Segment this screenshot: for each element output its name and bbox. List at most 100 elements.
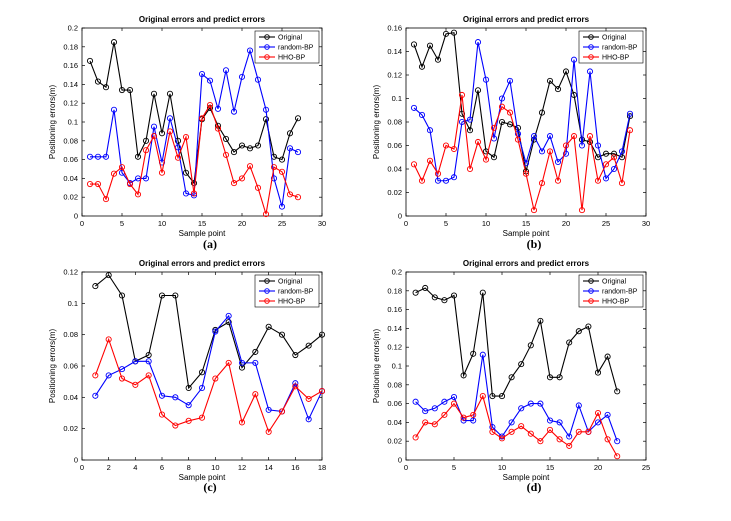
data-point xyxy=(238,419,246,426)
data-point xyxy=(604,411,611,418)
data-point xyxy=(441,297,448,304)
data-point xyxy=(489,428,496,435)
data-point xyxy=(466,165,474,173)
data-point xyxy=(489,393,496,400)
data-point xyxy=(198,414,206,421)
data-point xyxy=(254,184,262,191)
x-tick-label: 10 xyxy=(482,219,490,228)
y-tick-label: 0.12 xyxy=(387,71,402,80)
legend: Original random-BP HHO-BP xyxy=(578,274,644,308)
y-axis-label: Positioning errors(m) xyxy=(372,329,381,404)
data-point xyxy=(482,156,490,163)
data-point xyxy=(422,408,429,415)
x-tick-label: 5 xyxy=(120,219,124,228)
data-point xyxy=(546,417,554,424)
data-point xyxy=(105,336,112,343)
data-point xyxy=(294,149,302,156)
data-point xyxy=(450,292,458,299)
data-point xyxy=(94,180,102,188)
data-point xyxy=(278,156,286,163)
data-point xyxy=(479,351,486,358)
data-point xyxy=(626,110,634,117)
x-tick-label: 2 xyxy=(107,463,111,472)
x-axis-label: Sample point xyxy=(503,473,550,482)
data-point xyxy=(198,369,206,376)
data-point xyxy=(474,138,482,146)
data-point xyxy=(566,339,573,346)
data-point xyxy=(546,133,554,140)
data-point xyxy=(246,47,254,54)
data-point xyxy=(305,342,312,349)
data-point xyxy=(86,57,94,64)
data-point xyxy=(422,419,429,426)
legend-entry: random-BP xyxy=(278,45,314,52)
data-point xyxy=(118,375,126,382)
legend-swatch-marker xyxy=(588,298,594,304)
data-point xyxy=(537,317,544,324)
y-tick-label: 0 xyxy=(398,212,402,221)
x-tick-label: 15 xyxy=(198,219,206,228)
data-point xyxy=(118,366,126,373)
data-point xyxy=(265,406,272,413)
data-point xyxy=(206,102,214,109)
data-point xyxy=(110,39,118,46)
data-point xyxy=(214,125,222,132)
data-point xyxy=(134,191,142,198)
legend-swatch-marker xyxy=(264,288,270,294)
y-axis-label: Positioning errors(m) xyxy=(372,85,381,160)
data-point xyxy=(498,95,506,102)
data-point xyxy=(466,116,474,123)
y-tick-label: 0.16 xyxy=(387,305,402,314)
data-point xyxy=(305,416,312,423)
y-tick-label: 0.04 xyxy=(387,165,402,174)
data-point xyxy=(586,133,594,140)
y-tick-label: 0.18 xyxy=(63,42,78,51)
x-tick-label: 10 xyxy=(158,219,166,228)
data-point xyxy=(198,384,206,391)
data-point xyxy=(118,292,126,299)
data-point xyxy=(618,180,626,187)
data-point xyxy=(150,123,158,130)
data-point xyxy=(556,374,563,381)
data-point xyxy=(626,113,634,120)
data-point xyxy=(554,177,562,184)
x-tick-label: 0 xyxy=(404,219,408,228)
x-tick-label: 16 xyxy=(291,463,299,472)
legend-swatch-marker xyxy=(264,54,270,60)
series-HHO-BP xyxy=(92,336,326,435)
data-point xyxy=(174,154,182,161)
data-point xyxy=(506,109,514,116)
data-point xyxy=(506,121,514,128)
series-Original xyxy=(412,284,621,400)
data-point xyxy=(246,163,254,170)
y-tick-label: 0.02 xyxy=(63,424,78,433)
data-point xyxy=(508,419,515,426)
y-tick-label: 0.14 xyxy=(387,324,402,333)
data-point xyxy=(426,157,434,164)
data-point xyxy=(575,428,582,435)
series-line xyxy=(413,41,631,182)
data-point xyxy=(410,41,418,48)
x-tick-label: 15 xyxy=(522,219,530,228)
data-point xyxy=(538,180,546,187)
data-point xyxy=(602,161,610,168)
legend-swatch-marker xyxy=(264,34,270,40)
panel-label: (a) xyxy=(203,237,217,251)
data-point xyxy=(410,104,418,111)
y-tick-label: 0.04 xyxy=(63,174,78,183)
data-point xyxy=(278,203,286,210)
data-point xyxy=(418,111,426,118)
data-point xyxy=(618,148,626,155)
x-tick-label: 20 xyxy=(238,219,246,228)
data-point xyxy=(470,411,477,418)
chart-panel-2: Original errors and predict errors 0 5 10 15… xyxy=(372,15,650,251)
data-point xyxy=(270,164,278,171)
data-point xyxy=(252,348,259,355)
y-tick-label: 0 xyxy=(398,456,402,465)
x-axis-label: Sample point xyxy=(503,229,550,238)
data-point xyxy=(182,169,190,176)
data-point xyxy=(238,359,246,366)
data-point xyxy=(142,175,150,182)
data-point xyxy=(94,78,102,85)
y-tick-label: 0.06 xyxy=(387,399,402,408)
